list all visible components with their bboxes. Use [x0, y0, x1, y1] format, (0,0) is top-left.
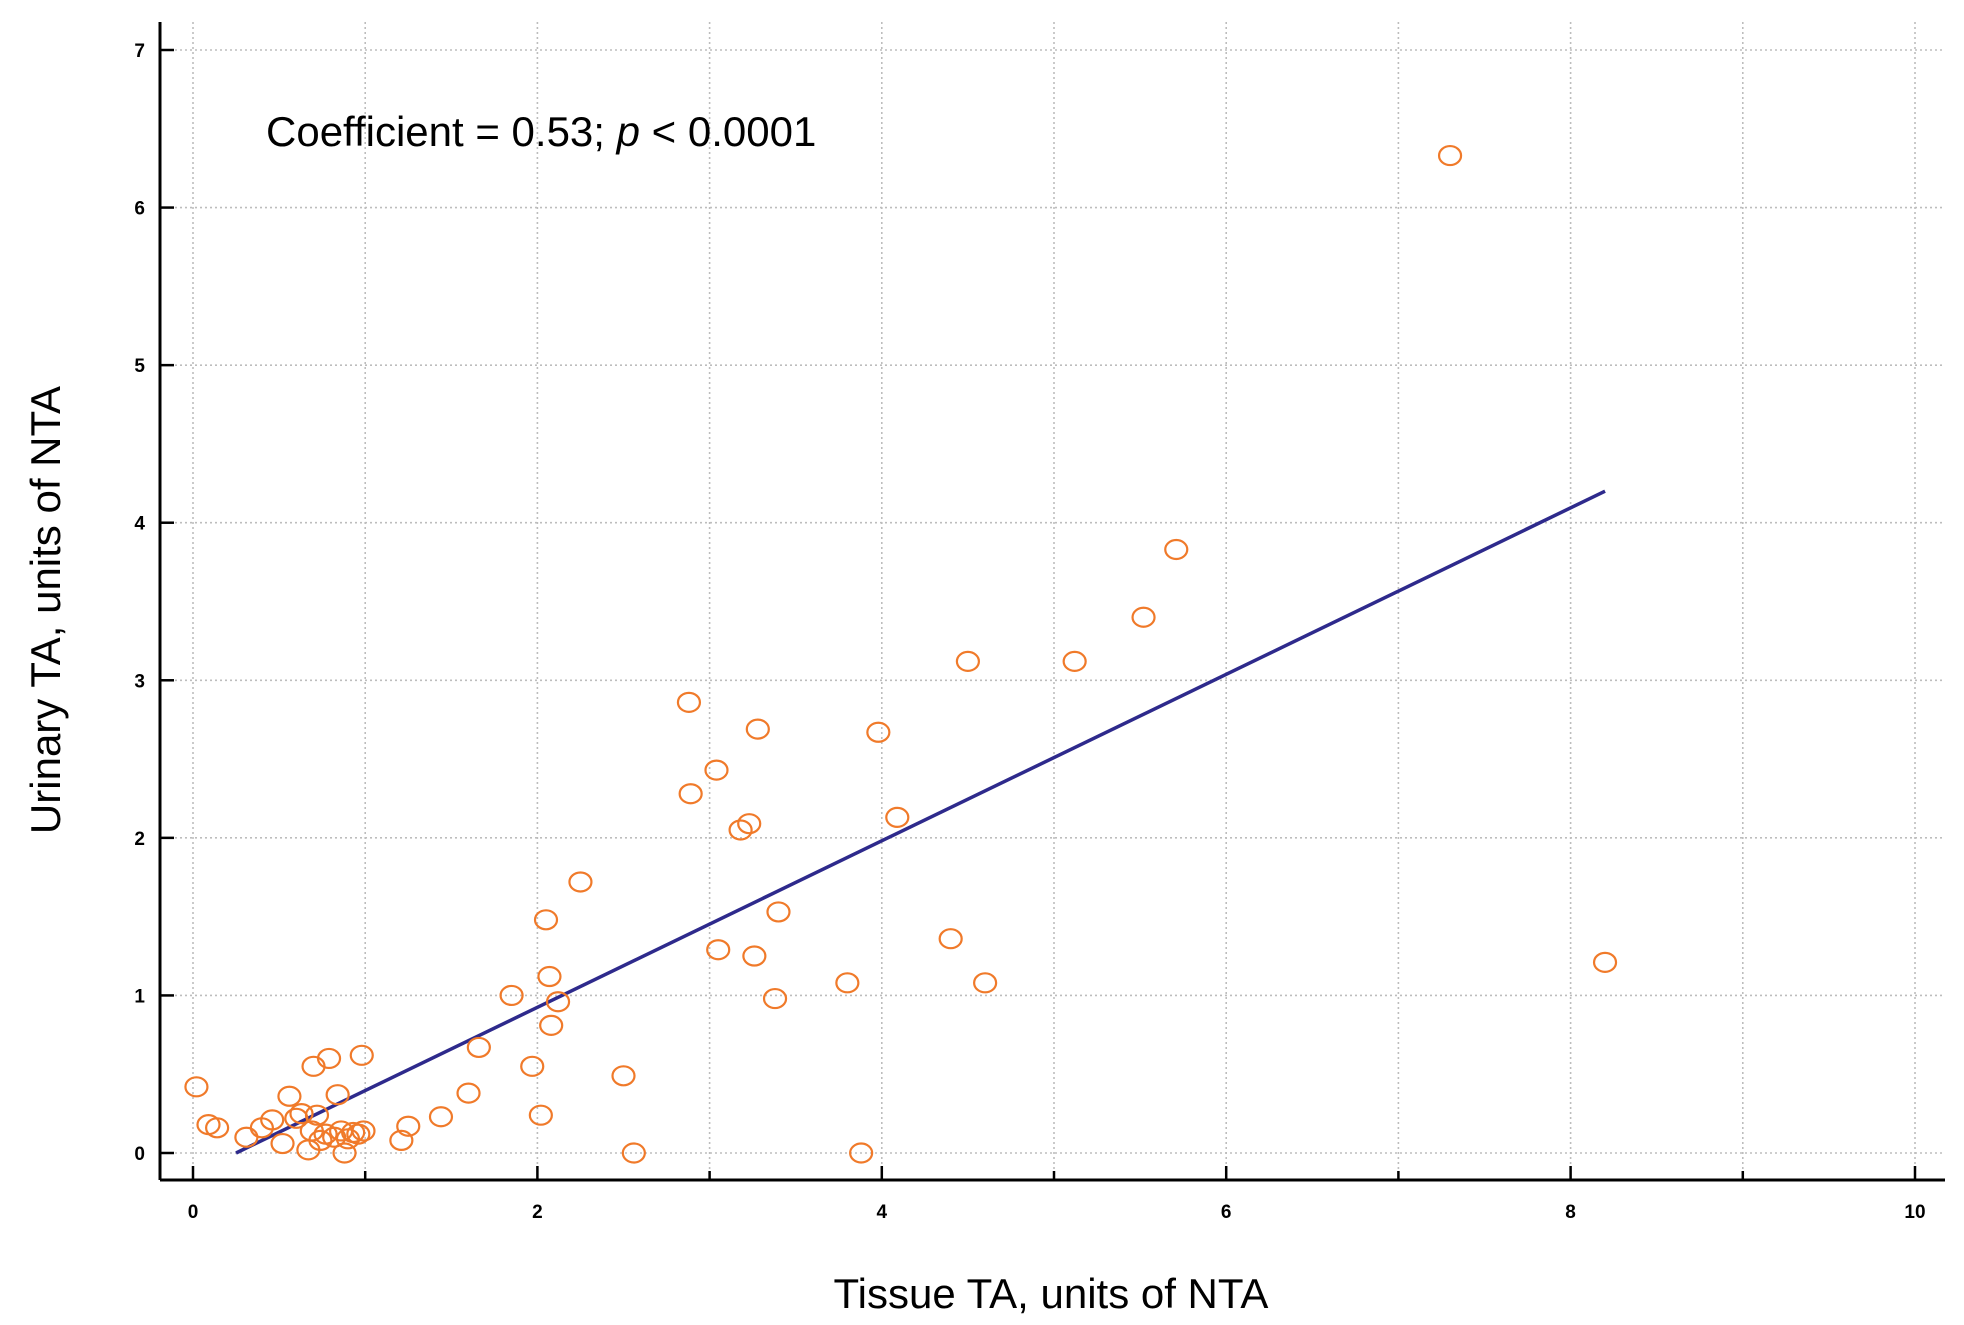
- data-point: [835, 972, 860, 994]
- data-point: [766, 901, 791, 923]
- data-point: [539, 1014, 564, 1036]
- x-tick-label: 8: [1565, 1202, 1576, 1223]
- data-point: [289, 1103, 314, 1125]
- data-point: [621, 1142, 646, 1164]
- axes: [158, 22, 1945, 1182]
- data-point: [184, 1076, 209, 1098]
- data-point: [1131, 606, 1156, 628]
- data-point: [706, 939, 731, 961]
- data-point: [1164, 538, 1189, 561]
- data-point: [955, 650, 981, 672]
- data-point: [466, 1036, 491, 1059]
- data-point: [205, 1117, 230, 1139]
- annotation-prefix: Coefficient = 0.53;: [266, 108, 617, 155]
- data-point: [533, 909, 559, 931]
- y-tick-label: 4: [134, 514, 145, 535]
- data-point: [456, 1082, 481, 1104]
- data-point: [520, 1055, 545, 1077]
- data-point: [737, 813, 762, 835]
- y-tick-label: 5: [134, 356, 145, 377]
- grid-lines: [160, 22, 1945, 1180]
- annotation-p-symbol: p: [615, 108, 640, 155]
- data-point: [308, 1129, 333, 1151]
- y-tick-label: 3: [134, 671, 145, 692]
- regression-line-group: [235, 489, 1606, 1155]
- data-point: [346, 1123, 371, 1145]
- data-point: [849, 1142, 874, 1164]
- data-point: [866, 721, 891, 743]
- data-point: [537, 965, 562, 988]
- data-point: [676, 691, 702, 713]
- data-point: [528, 1104, 553, 1126]
- data-point: [1062, 650, 1087, 672]
- y-tick-label: 0: [134, 1144, 145, 1165]
- y-tick-label: 2: [134, 829, 145, 850]
- data-point: [1592, 951, 1618, 973]
- ticks: 0 2 4 6 8 10 0 1 2 3 4 5 6 7: [134, 41, 1925, 1223]
- data-point: [277, 1085, 302, 1107]
- data-point: [678, 783, 703, 805]
- annotation-suffix: < 0.0001: [640, 108, 816, 155]
- y-tick-label: 6: [134, 199, 145, 220]
- data-point: [316, 1047, 342, 1070]
- data-point: [885, 806, 910, 828]
- data-point: [762, 987, 788, 1010]
- data-point: [611, 1065, 636, 1087]
- data-point: [270, 1132, 295, 1155]
- x-tick-label: 2: [532, 1202, 543, 1223]
- data-point: [704, 759, 729, 781]
- data-point: [325, 1084, 350, 1106]
- data-point: [396, 1115, 421, 1137]
- data-point: [568, 871, 593, 893]
- data-point: [304, 1104, 330, 1126]
- y-axis-title: Urinary TA, units of NTA: [22, 386, 69, 834]
- data-point: [973, 972, 998, 994]
- data-points: [184, 144, 1618, 1164]
- data-point: [428, 1106, 454, 1128]
- regression-line: [235, 489, 1606, 1155]
- data-point: [332, 1142, 357, 1164]
- data-point: [745, 718, 770, 740]
- data-point: [260, 1109, 285, 1131]
- y-tick-label: 1: [134, 986, 145, 1007]
- data-point: [499, 984, 524, 1007]
- data-point: [742, 945, 767, 967]
- data-point: [389, 1129, 414, 1151]
- x-tick-label: 6: [1221, 1202, 1232, 1223]
- x-tick-label: 4: [877, 1202, 888, 1223]
- data-point: [938, 928, 963, 950]
- x-tick-label: 0: [188, 1202, 199, 1223]
- data-point: [351, 1120, 376, 1142]
- data-point: [545, 991, 571, 1013]
- coefficient-annotation: Coefficient = 0.53; p < 0.0001: [266, 108, 816, 155]
- data-point: [322, 1126, 347, 1148]
- x-tick-label: 10: [1904, 1202, 1925, 1223]
- data-point: [1437, 144, 1463, 167]
- y-tick-label: 7: [134, 41, 145, 62]
- x-axis-title: Tissue TA, units of NTA: [834, 1270, 1269, 1317]
- data-point: [728, 819, 753, 841]
- data-point: [234, 1126, 259, 1148]
- data-point: [349, 1044, 374, 1066]
